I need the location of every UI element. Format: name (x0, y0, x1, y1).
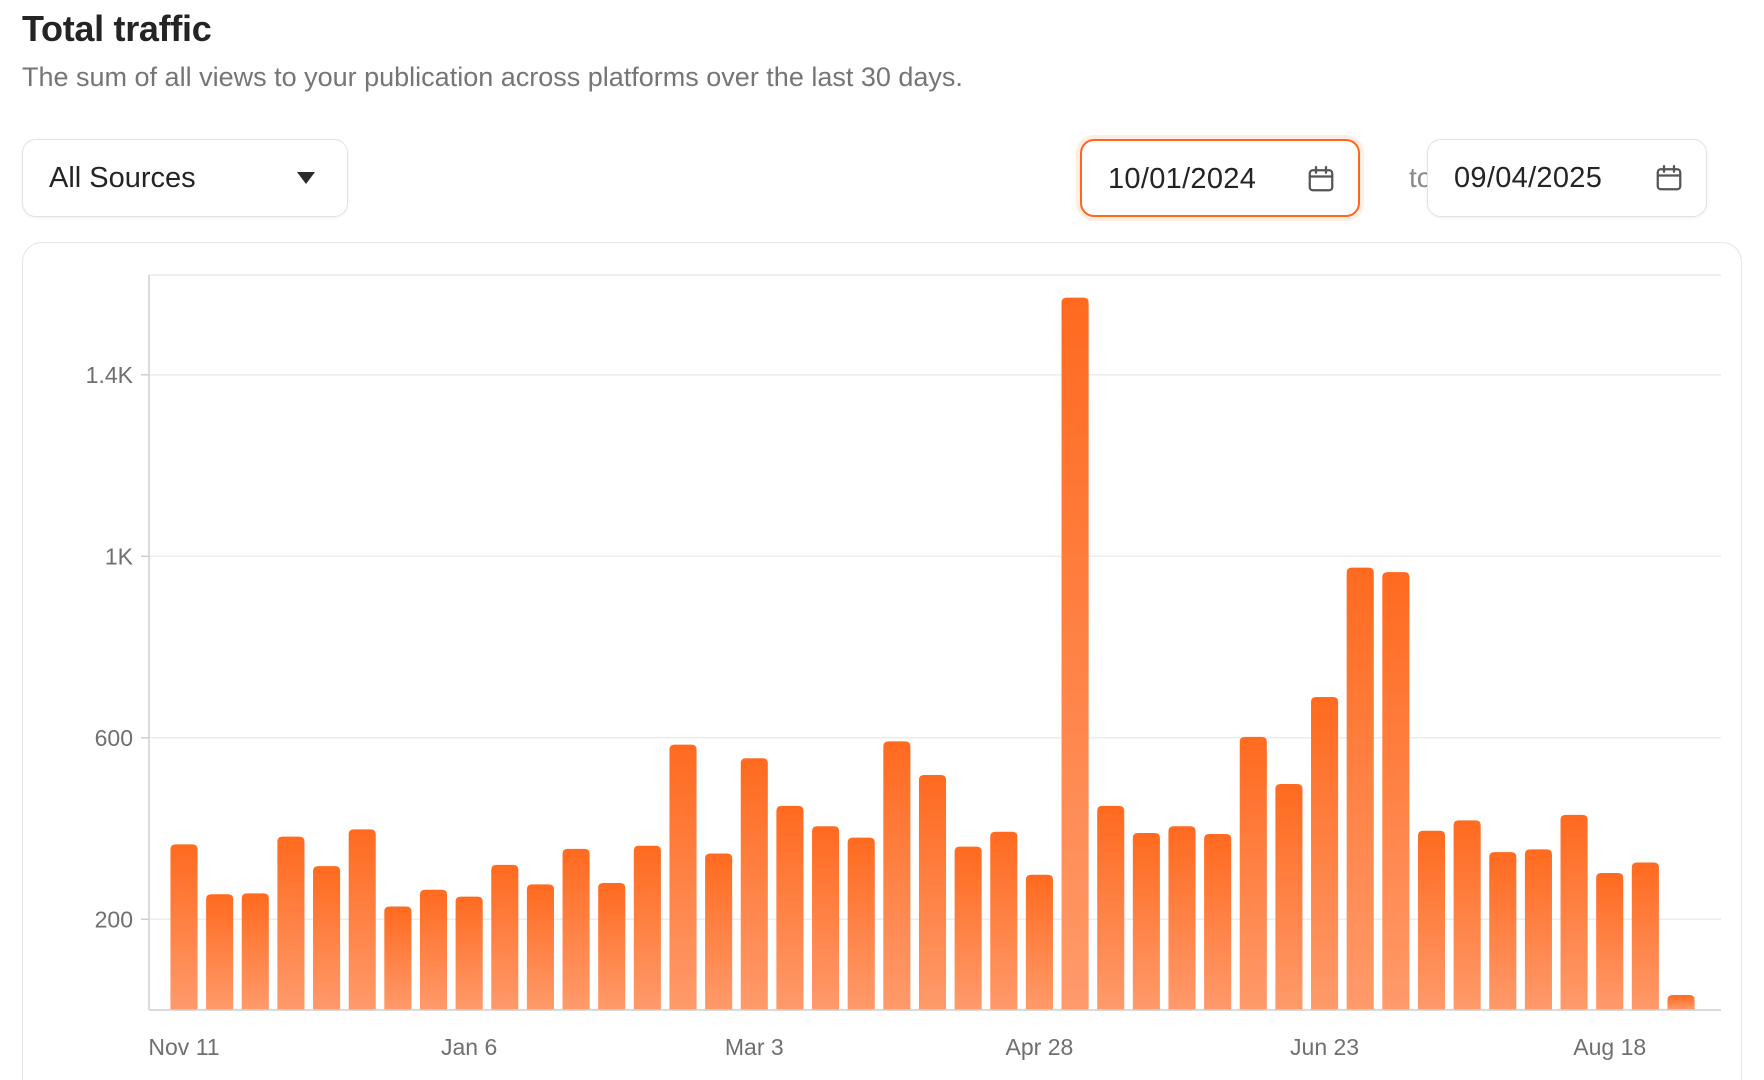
traffic-bar[interactable] (170, 844, 198, 1010)
source-select[interactable]: All Sources (22, 139, 348, 217)
traffic-bar[interactable] (598, 882, 626, 1010)
date-to-value: 09/04/2025 (1454, 162, 1603, 194)
traffic-bar[interactable] (1061, 297, 1089, 1010)
traffic-bar[interactable] (1453, 820, 1481, 1010)
traffic-chart-card: 200 600 1K 1.4K Nov 11 Jan 6 Mar 3 Apr 28 Jun 23… (22, 242, 1742, 1080)
calendar-icon[interactable] (1654, 163, 1684, 193)
traffic-bar[interactable] (455, 896, 483, 1010)
traffic-bar-chart: 200 600 1K 1.4K Nov 11 Jan 6 Mar 3 Apr 28 Jun 23… (86, 274, 1721, 1060)
traffic-bar[interactable] (776, 805, 804, 1010)
x-tick-label: Mar 3 (725, 1034, 784, 1060)
date-from-value: 10/01/2024 (1108, 163, 1257, 195)
traffic-bar[interactable] (1132, 833, 1160, 1010)
traffic-bar[interactable] (562, 848, 590, 1010)
traffic-bar[interactable] (206, 894, 234, 1010)
traffic-bar[interactable] (705, 853, 733, 1010)
x-tick-label: Nov 11 (148, 1034, 219, 1060)
traffic-bar[interactable] (384, 906, 412, 1010)
date-to-input[interactable]: 09/04/2025 (1427, 139, 1707, 217)
source-select-value: All Sources (49, 162, 196, 194)
traffic-bar[interactable] (419, 889, 448, 1010)
traffic-bar[interactable] (313, 866, 341, 1010)
traffic-bar[interactable] (918, 774, 947, 1010)
traffic-bar[interactable] (1560, 814, 1588, 1010)
traffic-bar[interactable] (1168, 826, 1196, 1010)
traffic-bar[interactable] (1097, 805, 1125, 1010)
traffic-bar[interactable] (1667, 995, 1695, 1010)
date-range-separator: to (1409, 162, 1433, 193)
traffic-bar[interactable] (1417, 830, 1446, 1010)
y-tick-label: 200 (95, 906, 133, 932)
traffic-bar[interactable] (491, 864, 519, 1010)
calendar-icon[interactable] (1306, 164, 1336, 194)
traffic-bar[interactable] (1025, 874, 1053, 1010)
traffic-bar[interactable] (1346, 567, 1374, 1010)
traffic-bar[interactable] (1204, 833, 1232, 1010)
traffic-bar[interactable] (348, 829, 376, 1010)
x-tick-label: Apr 28 (1006, 1034, 1074, 1060)
traffic-bar[interactable] (740, 758, 768, 1010)
traffic-bar[interactable] (1596, 872, 1624, 1010)
traffic-bar[interactable] (526, 884, 554, 1010)
traffic-bar[interactable] (883, 741, 911, 1010)
y-tick-label: 1K (105, 543, 134, 569)
x-tick-label: Aug 18 (1573, 1034, 1646, 1060)
x-tick-label: Jan 6 (441, 1034, 497, 1060)
traffic-bar[interactable] (1382, 572, 1410, 1010)
traffic-bar[interactable] (1239, 736, 1267, 1010)
x-tick-label: Jun 23 (1290, 1034, 1359, 1060)
traffic-bar[interactable] (1311, 696, 1339, 1010)
traffic-bar[interactable] (1524, 849, 1552, 1010)
traffic-bar[interactable] (847, 837, 875, 1010)
caret-down-icon (297, 172, 315, 184)
traffic-bar[interactable] (1275, 784, 1303, 1010)
traffic-bar[interactable] (990, 831, 1018, 1010)
traffic-bar[interactable] (669, 744, 697, 1010)
traffic-bar[interactable] (277, 836, 305, 1010)
traffic-bar[interactable] (954, 846, 982, 1010)
page-title: Total traffic (22, 8, 212, 49)
y-tick-label: 1.4K (86, 362, 134, 388)
traffic-bar[interactable] (633, 845, 661, 1010)
date-from-input[interactable]: 10/01/2024 (1080, 139, 1360, 217)
y-tick-label: 600 (95, 725, 133, 751)
traffic-bar[interactable] (812, 826, 840, 1010)
traffic-bar[interactable] (1631, 862, 1659, 1010)
page-subtitle: The sum of all views to your publication… (22, 62, 963, 92)
traffic-bar[interactable] (1489, 852, 1517, 1010)
traffic-bar[interactable] (241, 893, 269, 1010)
